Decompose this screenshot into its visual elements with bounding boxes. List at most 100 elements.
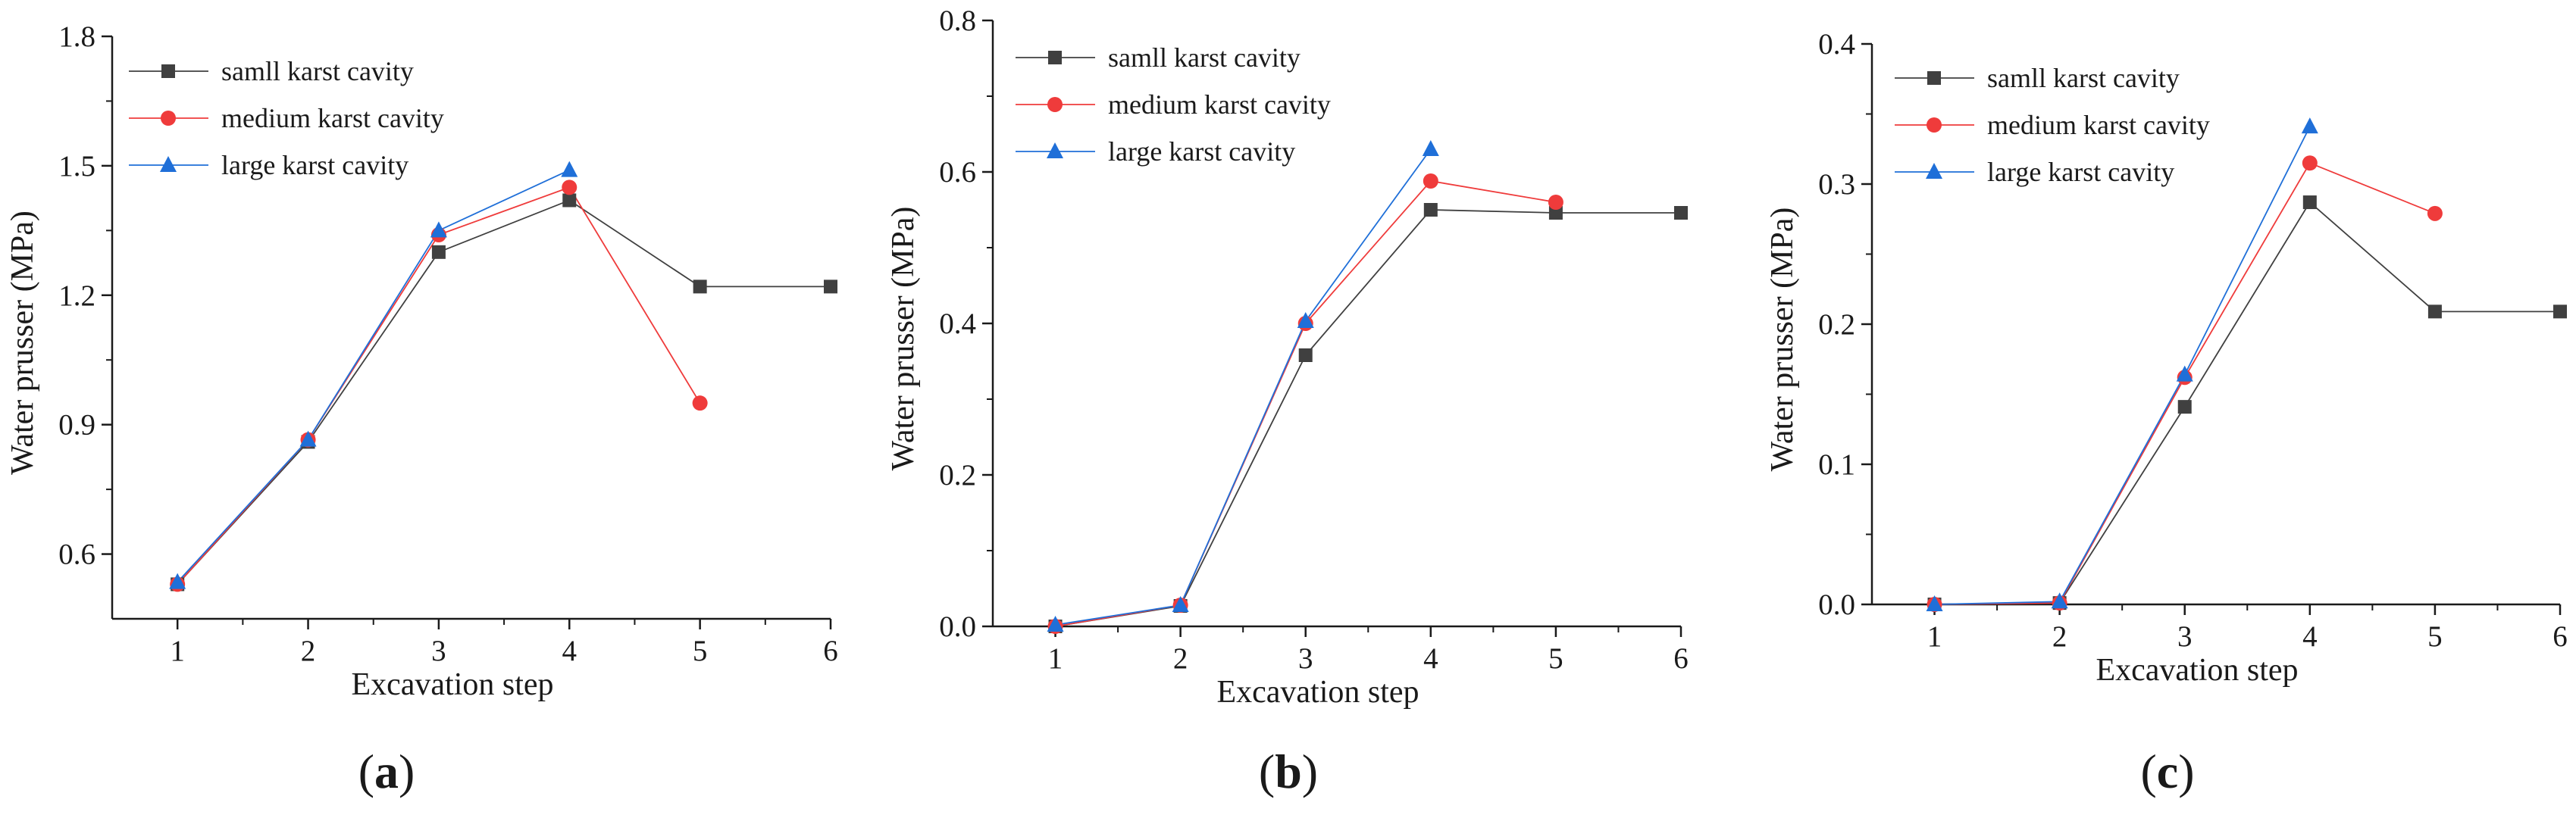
legend-label: samll karst cavity	[1108, 42, 1301, 73]
data-point-square	[1423, 203, 1438, 217]
panel-label-letter: a	[374, 745, 399, 798]
legend-label: large karst cavity	[1987, 157, 2174, 187]
data-point-triangle	[1172, 596, 1189, 612]
panel-label-close: )	[399, 745, 415, 798]
panel-label-letter: b	[1275, 745, 1302, 798]
x-tick-label: 4	[562, 635, 577, 667]
legend-label: large karst cavity	[221, 150, 408, 180]
panel-label: (a)	[358, 745, 415, 798]
y-tick-label: 0.6	[58, 539, 95, 571]
x-tick-label: 5	[693, 635, 708, 667]
x-tick-label: 5	[1548, 642, 1563, 675]
x-axis-title: Excavation step	[2096, 653, 2298, 688]
data-point-triangle	[2301, 117, 2318, 134]
data-point-triangle	[299, 430, 317, 447]
data-point-square	[1298, 348, 1313, 362]
data-point-triangle	[430, 221, 447, 238]
data-point-triangle	[1926, 595, 1943, 611]
data-point-square	[2553, 304, 2567, 319]
data-point-square	[2177, 400, 2192, 414]
panel-label: (b)	[1259, 745, 1318, 798]
legend-label: medium karst cavity	[1987, 110, 2210, 140]
legend-label: samll karst cavity	[1987, 63, 2180, 93]
y-tick-label: 0.0	[939, 610, 976, 643]
series-line-square	[1055, 209, 1681, 627]
series-line-square	[1934, 201, 2560, 605]
data-point-square	[693, 279, 707, 294]
x-tick-label: 2	[301, 635, 316, 667]
data-point-square	[1674, 206, 1688, 220]
legend-marker-square	[161, 64, 175, 78]
x-tick-label: 3	[431, 635, 446, 667]
data-point-triangle	[1297, 312, 1314, 328]
data-point-square	[2302, 195, 2317, 210]
legend-marker-triangle	[1047, 142, 1063, 158]
y-axis-title: Water prusser (MPa)	[886, 207, 921, 471]
data-point-triangle	[1422, 140, 1439, 156]
y-tick-label: 0.9	[58, 409, 95, 442]
panel-label-letter: c	[2157, 745, 2178, 798]
x-tick-label: 6	[823, 635, 838, 667]
chart-panel-a: 1 2 3 4 5 6 0.6 0.9 1.2 1.5 1.8 Excavation step Wate…	[5, 20, 838, 798]
y-tick-label: 0.1	[1818, 448, 1855, 481]
data-point-circle	[692, 395, 708, 411]
legend-marker-circle	[1927, 117, 1942, 133]
x-tick-label: 4	[2302, 620, 2318, 653]
y-tick-label: 0.8	[939, 5, 976, 37]
x-axis-title: Excavation step	[351, 667, 553, 702]
y-tick-label: 0.0	[1818, 589, 1855, 621]
x-tick-label: 4	[1423, 642, 1438, 675]
panel-label-close: )	[1302, 745, 1318, 798]
y-tick-label: 1.8	[58, 20, 95, 53]
series-line-triangle	[1055, 148, 1432, 626]
panel-label-open: (	[2140, 745, 2156, 798]
data-point-triangle	[2176, 365, 2193, 382]
y-tick-label: 0.2	[1818, 308, 1855, 341]
data-point-square	[562, 193, 577, 208]
x-tick-label: 5	[2427, 620, 2443, 653]
panel-label-open: (	[1259, 745, 1275, 798]
x-tick-label: 1	[1048, 642, 1063, 675]
panel-label-open: (	[358, 745, 374, 798]
data-point-triangle	[169, 573, 186, 589]
x-tick-label: 2	[1173, 642, 1188, 675]
chart-panel-b: 1 2 3 4 5 6 0.0 0.2 0.4 0.6 0.8 Excavation step Wate…	[886, 5, 1689, 798]
series-line-square	[177, 199, 831, 585]
legend-marker-triangle	[1926, 163, 1942, 179]
legend-marker-circle	[1047, 97, 1063, 112]
data-point-circle	[1548, 195, 1563, 210]
data-point-circle	[562, 180, 577, 195]
x-axis-title: Excavation step	[1216, 675, 1419, 710]
y-tick-label: 1.5	[58, 150, 95, 183]
y-axis-title: Water prusser (MPa)	[1765, 208, 1800, 472]
data-point-square	[824, 279, 837, 294]
legend-marker-square	[1048, 51, 1062, 64]
y-tick-label: 1.2	[58, 279, 95, 312]
x-tick-label: 6	[2553, 620, 2568, 653]
y-axis-title: Water prusser (MPa)	[5, 211, 40, 475]
legend-label: medium karst cavity	[221, 103, 444, 133]
x-tick-label: 1	[170, 635, 185, 667]
data-point-circle	[1423, 173, 1438, 189]
data-point-triangle	[1047, 616, 1064, 632]
x-tick-label: 6	[1673, 642, 1689, 675]
x-tick-label: 3	[1298, 642, 1313, 675]
legend-label: medium karst cavity	[1108, 89, 1331, 120]
legend-marker-triangle	[160, 156, 177, 172]
data-point-square	[1548, 206, 1563, 220]
panel-label-close: )	[2178, 745, 2194, 798]
legend-marker-circle	[161, 111, 176, 126]
data-point-square	[2427, 304, 2442, 319]
x-tick-label: 2	[2052, 620, 2067, 653]
legend-label: large karst cavity	[1108, 136, 1295, 167]
y-tick-label: 0.4	[1818, 28, 1855, 61]
x-tick-label: 3	[2177, 620, 2193, 653]
series-line-triangle	[177, 169, 570, 583]
y-tick-label: 0.3	[1818, 168, 1855, 201]
series-line-triangle	[1934, 126, 2311, 605]
panel-label: (c)	[2140, 745, 2194, 798]
data-point-triangle	[2051, 592, 2068, 609]
x-tick-label: 1	[1927, 620, 1942, 653]
y-tick-label: 0.4	[939, 308, 976, 340]
